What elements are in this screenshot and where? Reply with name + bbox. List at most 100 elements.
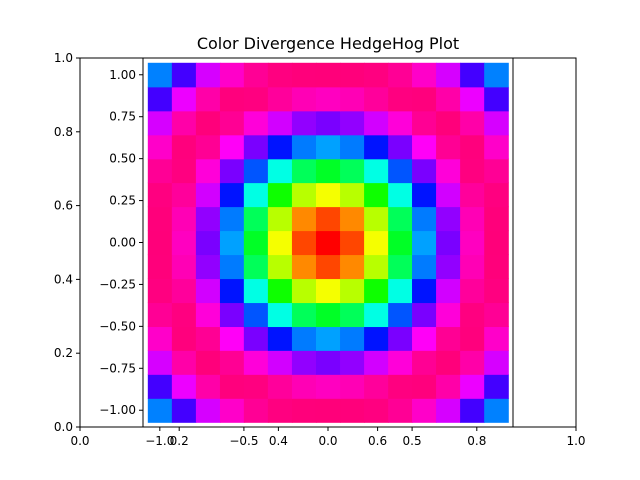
heatmap-cell: [412, 230, 437, 256]
heatmap-cell: [340, 398, 365, 423]
heatmap-cell: [315, 110, 341, 136]
inner-x-tick-label: 0.0: [318, 434, 337, 448]
heatmap-cell: [195, 62, 221, 88]
heatmap-cell: [195, 86, 221, 112]
heatmap-cell: [291, 278, 317, 304]
heatmap-cell: [364, 302, 389, 328]
heatmap-cell: [147, 62, 173, 88]
outer-y-tick-label: 1.0: [54, 51, 73, 65]
heatmap-cell: [388, 374, 413, 399]
heatmap-cell: [195, 302, 221, 328]
heatmap-cell: [195, 350, 221, 375]
heatmap-cell: [195, 326, 221, 351]
inner-y-tick-label: −1.00: [99, 403, 136, 417]
heatmap-cell: [171, 374, 197, 399]
heatmap-cell: [243, 254, 269, 280]
heatmap-cell: [484, 62, 509, 88]
heatmap-cell: [219, 134, 245, 160]
heatmap-cell: [147, 182, 173, 208]
heatmap-cell: [412, 326, 437, 351]
heatmap-cell: [195, 158, 221, 184]
heatmap-cell: [460, 62, 485, 88]
inner-y-tick-label: 0.00: [109, 236, 136, 250]
inner-y-tick-label: 0.75: [109, 110, 136, 124]
heatmap-cell: [147, 398, 173, 423]
heatmap-cell: [484, 278, 509, 304]
heatmap-cell: [412, 86, 437, 112]
heatmap-cell: [267, 62, 293, 88]
heatmap-cell: [219, 278, 245, 304]
heatmap-cell: [388, 206, 413, 232]
heatmap-cell: [291, 350, 317, 375]
heatmap-cell: [315, 158, 341, 184]
heatmap-cell: [219, 182, 245, 208]
outer-y-tick-label: 0.4: [54, 272, 73, 286]
outer-x-tick-label: 0.8: [467, 434, 486, 448]
heatmap-cell: [219, 230, 245, 256]
heatmap-cell: [364, 182, 389, 208]
heatmap-cell: [388, 158, 413, 184]
heatmap-cell: [315, 230, 341, 256]
heatmap-cell: [243, 86, 269, 112]
heatmap-cell: [315, 326, 341, 351]
heatmap-cell: [364, 206, 389, 232]
heatmap-cell: [291, 134, 317, 160]
heatmap-cell: [315, 278, 341, 304]
heatmap-cell: [484, 134, 509, 160]
heatmap-cell: [460, 302, 485, 328]
inner-y-tick-label: 0.25: [109, 194, 136, 208]
outer-x-tick-label: 0.2: [170, 434, 189, 448]
heatmap-cell: [364, 62, 389, 88]
heatmap-cell: [436, 86, 461, 112]
heatmap-cell: [484, 350, 509, 375]
heatmap-cell: [219, 350, 245, 375]
heatmap-cell: [460, 374, 485, 399]
heatmap-cell: [484, 158, 509, 184]
heatmap-cell: [267, 182, 293, 208]
heatmap-cell: [460, 398, 485, 423]
heatmap-cell: [436, 302, 461, 328]
heatmap-cell: [364, 278, 389, 304]
heatmap-cell: [315, 86, 341, 112]
inner-y-tick-label: −0.75: [99, 361, 136, 375]
outer-y-tick-label: 0.6: [54, 199, 73, 213]
inner-y-tick-label: −0.50: [99, 319, 136, 333]
heatmap-cell: [243, 134, 269, 160]
heatmap-cell: [436, 398, 461, 423]
heatmap-cell: [195, 230, 221, 256]
heatmap-cell: [412, 62, 437, 88]
heatmap-cell: [267, 374, 293, 399]
heatmap-cell: [460, 182, 485, 208]
heatmap-cell: [147, 206, 173, 232]
heatmap-cell: [315, 134, 341, 160]
heatmap-cell: [243, 302, 269, 328]
heatmap-cell: [364, 86, 389, 112]
heatmap-cell: [364, 230, 389, 256]
heatmap-cell: [147, 278, 173, 304]
heatmap-cell: [388, 110, 413, 136]
heatmap-cell: [195, 134, 221, 160]
inner-x-tick-label: −0.5: [229, 434, 258, 448]
heatmap-cell: [412, 134, 437, 160]
heatmap-cell: [460, 350, 485, 375]
heatmap-cell: [219, 254, 245, 280]
heatmap-cell: [291, 302, 317, 328]
heatmap-cell: [243, 326, 269, 351]
heatmap-cell: [267, 350, 293, 375]
heatmap-cell: [315, 350, 341, 375]
heatmap-cell: [436, 350, 461, 375]
heatmap-cell: [267, 230, 293, 256]
heatmap-cell: [315, 302, 341, 328]
heatmap-cell: [388, 350, 413, 375]
heatmap-cell: [436, 230, 461, 256]
chart-title: Color Divergence HedgeHog Plot: [197, 34, 459, 53]
heatmap-cell: [388, 326, 413, 351]
heatmap-cell: [364, 158, 389, 184]
heatmap-cell: [340, 206, 365, 232]
heatmap-cell: [171, 182, 197, 208]
heatmap-cell: [267, 110, 293, 136]
heatmap-cell: [315, 182, 341, 208]
heatmap-cell: [267, 134, 293, 160]
heatmap-cell: [171, 326, 197, 351]
heatmap-cell: [484, 86, 509, 112]
